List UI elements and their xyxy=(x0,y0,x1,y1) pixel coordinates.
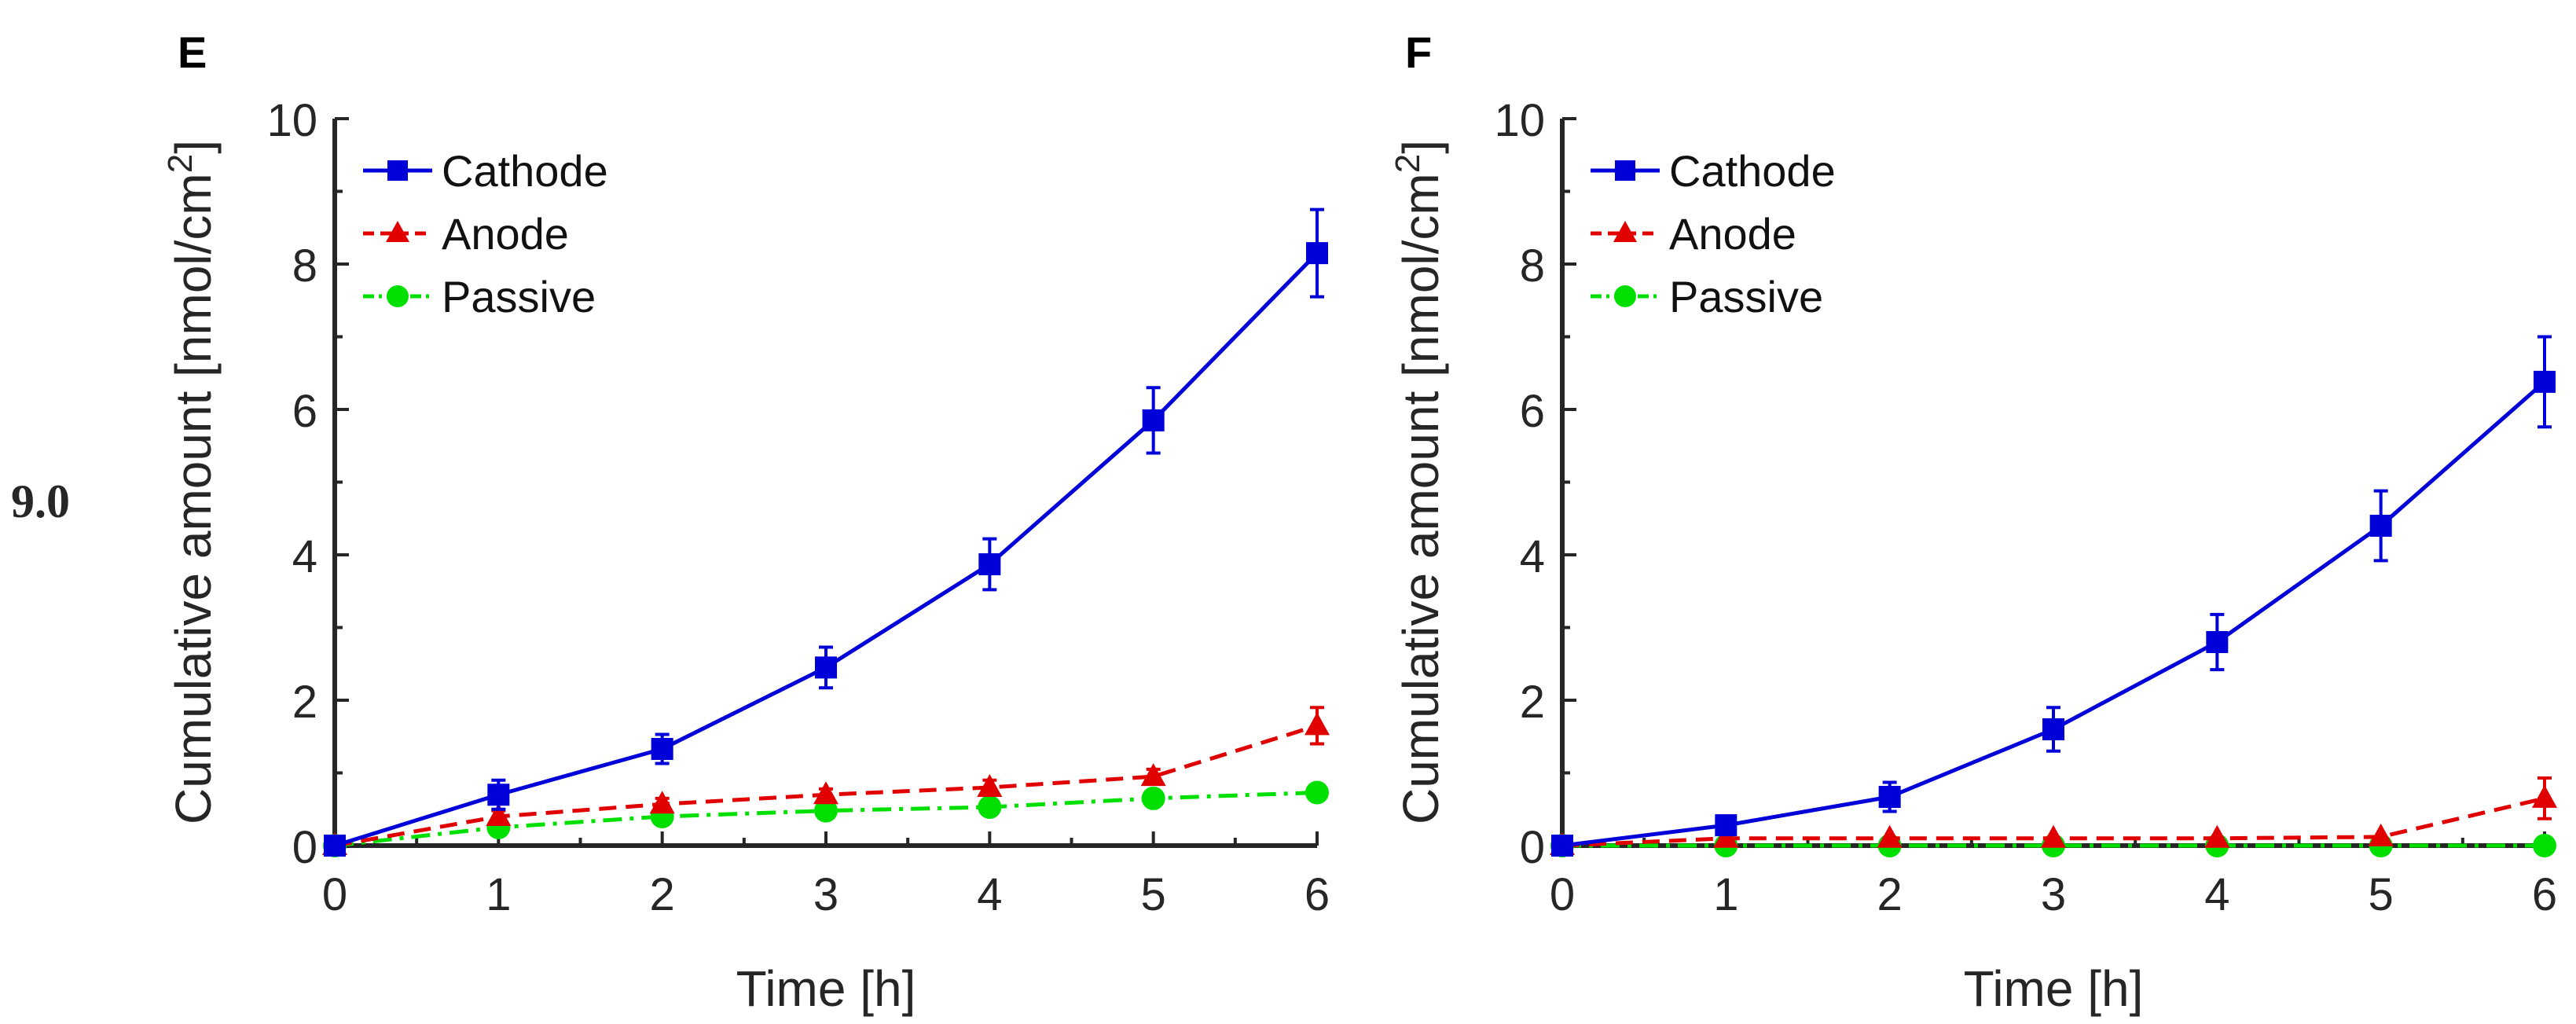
y-tick-label: 10 xyxy=(1494,95,1545,146)
x-tick-label: 3 xyxy=(2041,869,2066,920)
data-point xyxy=(2206,631,2229,653)
data-point xyxy=(651,737,673,760)
x-tick-label: 2 xyxy=(650,869,675,920)
data-point xyxy=(2533,834,2556,857)
x-tick-label: 2 xyxy=(1877,869,1903,920)
legend-item: Anode xyxy=(363,209,569,259)
legend-item: Cathode xyxy=(363,146,608,196)
legend-item: Passive xyxy=(363,272,596,321)
legend-label: Anode xyxy=(1669,209,1796,259)
data-point xyxy=(2042,718,2064,740)
legend-item: Passive xyxy=(1591,272,1823,321)
series-line xyxy=(334,251,1319,848)
legend-label: Cathode xyxy=(442,146,608,196)
y-axis-label-superscript: 2 xyxy=(161,154,200,173)
legend-label: Passive xyxy=(442,272,596,321)
x-tick-label: 1 xyxy=(486,869,511,920)
data-point xyxy=(324,835,346,857)
y-tick-label: 4 xyxy=(292,531,317,582)
data-point xyxy=(2041,824,2066,848)
legend-item: Anode xyxy=(1591,209,1796,259)
x-axis-label: Time [h] xyxy=(736,960,916,1017)
x-tick-label: 6 xyxy=(2532,869,2557,920)
x-axis-label: Time [h] xyxy=(1964,960,2144,1017)
data-point xyxy=(2204,824,2230,848)
x-tick-label: 4 xyxy=(977,869,1002,920)
y-tick-label: 0 xyxy=(292,822,317,873)
y-tick-label: 4 xyxy=(1520,531,1545,582)
data-point xyxy=(1877,824,1903,848)
y-axis-label-main: Cumulative amount [nmol/cm xyxy=(1393,173,1449,824)
x-tick-label: 3 xyxy=(813,869,838,920)
y-tick-label: 2 xyxy=(292,677,317,728)
legend-marker xyxy=(1615,160,1635,181)
data-point xyxy=(2368,823,2394,846)
data-point xyxy=(1306,242,1328,265)
data-point xyxy=(1141,786,1165,810)
data-point xyxy=(814,798,838,823)
x-tick-label: 5 xyxy=(1141,869,1166,920)
legend-label: Passive xyxy=(1669,272,1823,321)
data-point xyxy=(813,781,838,805)
legend-marker xyxy=(387,285,409,307)
data-point xyxy=(978,795,1002,819)
data-point xyxy=(2532,784,2557,808)
panel-label: F xyxy=(1405,28,1432,77)
y-tick-label: 2 xyxy=(1520,677,1545,728)
data-point xyxy=(815,656,837,679)
data-point xyxy=(978,553,1001,576)
panel-label: E xyxy=(178,28,207,77)
y-axis-label-superscript: 2 xyxy=(1389,154,1427,173)
y-tick-label: 8 xyxy=(292,240,317,292)
series-line xyxy=(1561,380,2546,848)
legend-item: Cathode xyxy=(1591,146,1836,196)
data-point xyxy=(1551,835,1573,857)
legend-label: Anode xyxy=(442,209,569,259)
legend-label: Cathode xyxy=(1669,146,1836,196)
data-point xyxy=(1140,763,1166,787)
data-point xyxy=(1878,786,1901,809)
data-point xyxy=(2369,515,2392,537)
x-tick-label: 4 xyxy=(2204,869,2229,920)
data-point xyxy=(1713,824,1739,848)
data-point xyxy=(1305,780,1329,805)
y-axis-label: Cumulative amount [nmol/cm2] xyxy=(161,140,222,824)
legend-marker xyxy=(386,221,409,242)
x-tick-label: 5 xyxy=(2369,869,2394,920)
y-tick-label: 6 xyxy=(292,386,317,437)
legend-marker xyxy=(1614,285,1636,307)
y-axis-label-main: Cumulative amount [nmol/cm xyxy=(165,173,222,824)
legend-marker xyxy=(1613,221,1637,242)
data-point xyxy=(649,791,675,814)
data-point xyxy=(2534,370,2556,393)
x-tick-label: 6 xyxy=(1305,869,1330,920)
y-tick-label: 10 xyxy=(266,95,317,146)
chart-panel-f: F 0 2 4 6 8 10 0 1 2 3 4 5 6 Time [h] Cumulative amount… xyxy=(1389,28,2557,1017)
y-axis-label-close: ] xyxy=(1393,140,1449,154)
legend-marker xyxy=(387,160,408,181)
data-point xyxy=(1142,409,1165,431)
data-point xyxy=(977,774,1003,797)
series-anode xyxy=(1550,776,2557,855)
x-tick-label: 0 xyxy=(322,869,347,920)
series-cathode xyxy=(324,207,1328,857)
y-axis-label-close: ] xyxy=(165,140,222,154)
y-tick-label: 6 xyxy=(1520,386,1545,437)
legend: Cathode Anode Passive xyxy=(363,146,608,321)
data-point xyxy=(1305,712,1330,736)
x-tick-label: 0 xyxy=(1550,869,1575,920)
x-tick-label: 1 xyxy=(1713,869,1738,920)
legend: Cathode Anode Passive xyxy=(1591,146,1836,321)
data-point xyxy=(1715,814,1738,837)
y-axis-label: Cumulative amount [nmol/cm2] xyxy=(1389,140,1449,824)
series-cathode xyxy=(1551,335,2556,857)
y-tick-label: 0 xyxy=(1520,822,1545,873)
data-point xyxy=(486,803,512,826)
y-tick-label: 8 xyxy=(1520,240,1545,292)
side-label: 9.0 xyxy=(11,475,70,527)
chart-panel-e: E 0 2 4 6 8 10 0 1 2 3 4 5 6 Time [h] Cumulative amount… xyxy=(161,28,1330,1017)
data-point xyxy=(487,784,510,806)
